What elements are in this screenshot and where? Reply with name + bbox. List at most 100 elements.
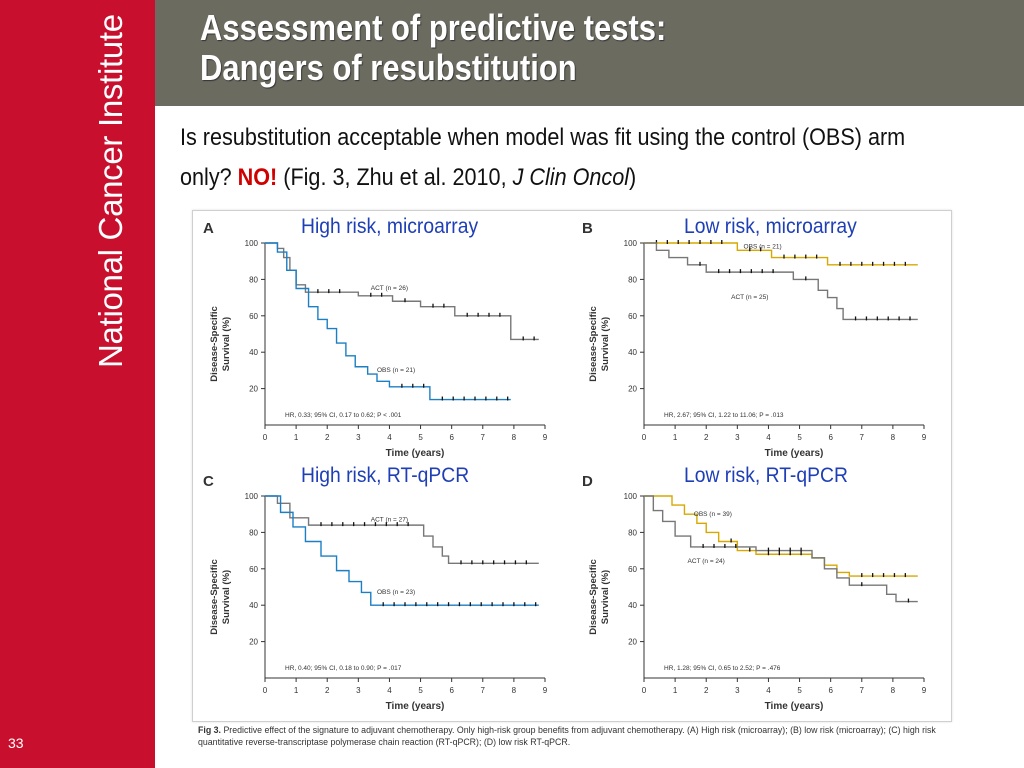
y-tick-label: 80 <box>628 275 637 284</box>
km-chart-d: D 20 40 60 80 100 0 1 2 3 4 5 6 7 8 9 Time (years) Diseas… <box>582 473 927 712</box>
x-tick-label: 1 <box>673 686 678 695</box>
sidebar <box>0 0 155 768</box>
slide-subtitle: Is resubstitution acceptable when model … <box>180 118 927 198</box>
x-tick-label: 8 <box>512 433 517 442</box>
x-tick-label: 3 <box>356 686 361 695</box>
title-line-1: Assessment of predictive tests: <box>200 7 667 48</box>
x-tick-label: 2 <box>325 686 330 695</box>
x-tick-label: 5 <box>418 686 423 695</box>
subtitle-question: Is resubstitution acceptable when model … <box>180 124 906 191</box>
y-tick-label: 40 <box>249 601 258 610</box>
slide-title: Assessment of predictive tests: Dangers … <box>200 8 666 88</box>
subtitle-reference: (Fig. 3, Zhu et al. 2010, <box>283 164 507 191</box>
x-tick-label: 6 <box>449 433 454 442</box>
hr-annotation: HR, 0.40; 95% CI, 0.18 to 0.90; P = .017 <box>285 665 402 672</box>
km-figure: A 20 40 60 80 100 0 1 2 3 4 5 6 7 8 9 Time (years) Diseas… <box>192 210 952 722</box>
y-axis-label-line-1: Disease-Specific <box>209 559 220 635</box>
hr-annotation: HR, 1.28; 95% CI, 0.65 to 2.52; P = .476 <box>664 665 781 672</box>
y-tick-label: 80 <box>628 528 637 537</box>
x-axis-label: Time (years) <box>765 448 824 459</box>
x-tick-label: 3 <box>356 433 361 442</box>
x-axis-label: Time (years) <box>765 701 824 712</box>
y-axis-label-line-2: Survival (%) <box>221 317 232 371</box>
km-chart-c: C 20 40 60 80 100 0 1 2 3 4 5 6 7 8 9 Time (years) Diseas… <box>203 473 548 712</box>
x-tick-label: 4 <box>387 686 392 695</box>
x-tick-label: 2 <box>704 433 709 442</box>
figure-caption: Fig 3. Predictive effect of the signatur… <box>198 724 958 748</box>
brand-text: National Cancer Institute <box>92 14 129 368</box>
panel-title: Low risk, RT-qPCR <box>684 464 848 487</box>
series-label: OBS (n = 23) <box>377 589 415 596</box>
panel-title: Low risk, microarray <box>684 215 857 238</box>
y-tick-label: 20 <box>628 638 637 647</box>
series-label: ACT (n = 24) <box>688 558 725 565</box>
y-tick-label: 80 <box>249 528 258 537</box>
km-chart-a: A 20 40 60 80 100 0 1 2 3 4 5 6 7 8 9 Time (years) Diseas… <box>203 220 548 459</box>
y-axis-label-line-2: Survival (%) <box>221 570 232 624</box>
panel-letter: D <box>582 473 593 490</box>
subtitle-no: NO! <box>237 164 278 191</box>
title-banner <box>155 0 1024 106</box>
y-tick-label: 40 <box>249 348 258 357</box>
km-curve-0 <box>265 242 539 341</box>
x-tick-label: 0 <box>642 686 647 695</box>
x-tick-label: 7 <box>860 686 865 695</box>
x-tick-label: 7 <box>481 686 486 695</box>
x-tick-label: 4 <box>766 433 771 442</box>
x-tick-label: 0 <box>263 686 268 695</box>
y-tick-label: 20 <box>628 385 637 394</box>
y-tick-label: 80 <box>249 275 258 284</box>
y-tick-label: 60 <box>628 312 637 321</box>
x-tick-label: 6 <box>828 433 833 442</box>
x-tick-label: 1 <box>673 433 678 442</box>
series-label: ACT (n = 25) <box>731 294 768 301</box>
x-tick-label: 8 <box>891 686 896 695</box>
x-tick-label: 7 <box>860 433 865 442</box>
panel-a: A 20 40 60 80 100 0 1 2 3 4 5 6 7 8 9 Time (years) Diseas… <box>193 211 572 464</box>
x-tick-label: 7 <box>481 433 486 442</box>
km-curve-0 <box>644 495 918 577</box>
x-tick-label: 9 <box>543 686 548 695</box>
x-tick-label: 4 <box>766 686 771 695</box>
x-tick-label: 8 <box>891 433 896 442</box>
y-tick-label: 40 <box>628 348 637 357</box>
y-axis-label-line-1: Disease-Specific <box>588 306 599 382</box>
x-tick-label: 9 <box>543 433 548 442</box>
x-tick-label: 9 <box>922 433 927 442</box>
x-tick-label: 3 <box>735 686 740 695</box>
hr-annotation: HR, 0.33; 95% CI, 0.17 to 0.62; P < .001 <box>285 412 402 419</box>
y-tick-label: 100 <box>624 492 638 501</box>
km-curve-1 <box>644 242 918 321</box>
km-curve-1 <box>644 495 918 603</box>
y-tick-label: 100 <box>245 492 259 501</box>
panel-title: High risk, microarray <box>301 215 479 238</box>
panel-letter: A <box>203 220 214 237</box>
title-line-2: Dangers of resubstitution <box>200 47 577 88</box>
km-curve-1 <box>265 242 511 401</box>
x-axis-label: Time (years) <box>386 701 445 712</box>
y-tick-label: 60 <box>249 312 258 321</box>
y-axis-label-line-1: Disease-Specific <box>588 559 599 635</box>
km-curve-0 <box>644 242 918 266</box>
x-tick-label: 9 <box>922 686 927 695</box>
x-tick-label: 8 <box>512 686 517 695</box>
panel-letter: C <box>203 473 214 490</box>
series-label: OBS (n = 21) <box>377 367 415 374</box>
y-axis-label-line-2: Survival (%) <box>600 317 611 371</box>
x-tick-label: 5 <box>797 433 802 442</box>
x-axis-label: Time (years) <box>386 448 445 459</box>
y-tick-label: 20 <box>249 385 258 394</box>
series-label: OBS (n = 39) <box>694 511 732 518</box>
panel-b: B 20 40 60 80 100 0 1 2 3 4 5 6 7 8 9 Time (years) Diseas… <box>572 211 951 464</box>
panel-d: D 20 40 60 80 100 0 1 2 3 4 5 6 7 8 9 Time (years) Diseas… <box>572 464 951 717</box>
x-tick-label: 6 <box>449 686 454 695</box>
panel-title: High risk, RT-qPCR <box>301 464 470 487</box>
panel-c: C 20 40 60 80 100 0 1 2 3 4 5 6 7 8 9 Time (years) Diseas… <box>193 464 572 717</box>
x-tick-label: 0 <box>642 433 647 442</box>
y-tick-label: 100 <box>245 239 259 248</box>
km-curve-0 <box>265 495 539 565</box>
x-tick-label: 3 <box>735 433 740 442</box>
x-tick-label: 5 <box>797 686 802 695</box>
x-tick-label: 5 <box>418 433 423 442</box>
x-tick-label: 6 <box>828 686 833 695</box>
